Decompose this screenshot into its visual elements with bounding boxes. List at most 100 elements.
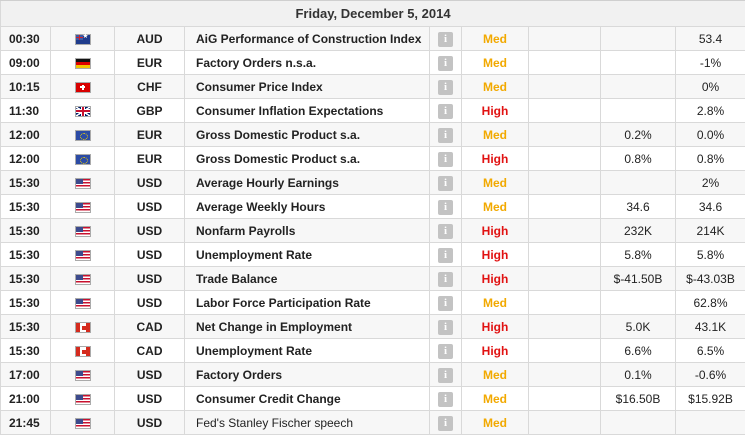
flag-cell [51, 27, 115, 51]
info-icon[interactable]: i [438, 128, 453, 143]
forecast-value [601, 75, 676, 99]
previous-value: 43.1K [676, 315, 745, 339]
currency-code: USD [115, 387, 185, 411]
event-name[interactable]: Trade Balance [185, 267, 430, 291]
info-icon[interactable]: i [438, 224, 453, 239]
info-icon[interactable]: i [438, 176, 453, 191]
info-cell: i [430, 99, 462, 123]
importance-label: High [462, 339, 529, 363]
info-icon[interactable]: i [438, 56, 453, 71]
previous-value: 34.6 [676, 195, 745, 219]
event-name[interactable]: Consumer Inflation Expectations [185, 99, 430, 123]
us-flag-icon [75, 274, 91, 285]
importance-label: High [462, 147, 529, 171]
flag-cell [51, 243, 115, 267]
actual-value [529, 387, 601, 411]
actual-value [529, 147, 601, 171]
actual-value [529, 123, 601, 147]
event-time: 15:30 [1, 219, 51, 243]
event-name[interactable]: Factory Orders [185, 363, 430, 387]
actual-value [529, 315, 601, 339]
info-icon[interactable]: i [438, 296, 453, 311]
previous-value [676, 411, 745, 435]
actual-value [529, 339, 601, 363]
event-name[interactable]: Fed's Stanley Fischer speech [185, 411, 430, 435]
actual-value [529, 171, 601, 195]
importance-label: High [462, 267, 529, 291]
importance-label: High [462, 243, 529, 267]
info-icon[interactable]: i [438, 248, 453, 263]
flag-cell [51, 315, 115, 339]
event-name[interactable]: AiG Performance of Construction Index [185, 27, 430, 51]
info-icon[interactable]: i [438, 368, 453, 383]
previous-value: 6.5% [676, 339, 745, 363]
info-icon[interactable]: i [438, 392, 453, 407]
event-name[interactable]: Factory Orders n.s.a. [185, 51, 430, 75]
forecast-value: 0.1% [601, 363, 676, 387]
flag-cell [51, 171, 115, 195]
flag-cell [51, 147, 115, 171]
importance-label: Med [462, 27, 529, 51]
info-icon[interactable]: i [438, 320, 453, 335]
info-icon[interactable]: i [438, 272, 453, 287]
previous-value: 5.8% [676, 243, 745, 267]
actual-value [529, 291, 601, 315]
info-cell: i [430, 411, 462, 435]
event-name[interactable]: Consumer Credit Change [185, 387, 430, 411]
event-name[interactable]: Net Change in Employment [185, 315, 430, 339]
currency-code: GBP [115, 99, 185, 123]
event-name[interactable]: Unemployment Rate [185, 243, 430, 267]
info-cell: i [430, 219, 462, 243]
event-name[interactable]: Nonfarm Payrolls [185, 219, 430, 243]
event-name[interactable]: Average Weekly Hours [185, 195, 430, 219]
info-cell: i [430, 147, 462, 171]
event-name[interactable]: Gross Domestic Product s.a. [185, 147, 430, 171]
currency-code: USD [115, 267, 185, 291]
currency-code: CAD [115, 315, 185, 339]
event-time: 15:30 [1, 195, 51, 219]
canada-flag-icon [75, 322, 91, 333]
event-name[interactable]: Average Hourly Earnings [185, 171, 430, 195]
event-name[interactable]: Consumer Price Index [185, 75, 430, 99]
info-icon[interactable]: i [438, 104, 453, 119]
info-icon[interactable]: i [438, 152, 453, 167]
event-time: 15:30 [1, 243, 51, 267]
event-name[interactable]: Gross Domestic Product s.a. [185, 123, 430, 147]
info-cell: i [430, 387, 462, 411]
forecast-value [601, 99, 676, 123]
forecast-value [601, 171, 676, 195]
event-name[interactable]: Labor Force Participation Rate [185, 291, 430, 315]
importance-label: Med [462, 291, 529, 315]
currency-code: USD [115, 411, 185, 435]
info-icon[interactable]: i [438, 32, 453, 47]
event-time: 10:15 [1, 75, 51, 99]
event-row[interactable]: 00:30AUDAiG Performance of Construction … [1, 27, 745, 51]
previous-value: -1% [676, 51, 745, 75]
importance-label: Med [462, 123, 529, 147]
previous-value: 0.0% [676, 123, 745, 147]
info-cell: i [430, 243, 462, 267]
flag-cell [51, 291, 115, 315]
previous-value: $15.92B [676, 387, 745, 411]
event-name[interactable]: Unemployment Rate [185, 339, 430, 363]
info-icon[interactable]: i [438, 200, 453, 215]
info-icon[interactable]: i [438, 344, 453, 359]
info-icon[interactable]: i [438, 80, 453, 95]
info-icon[interactable]: i [438, 416, 453, 431]
